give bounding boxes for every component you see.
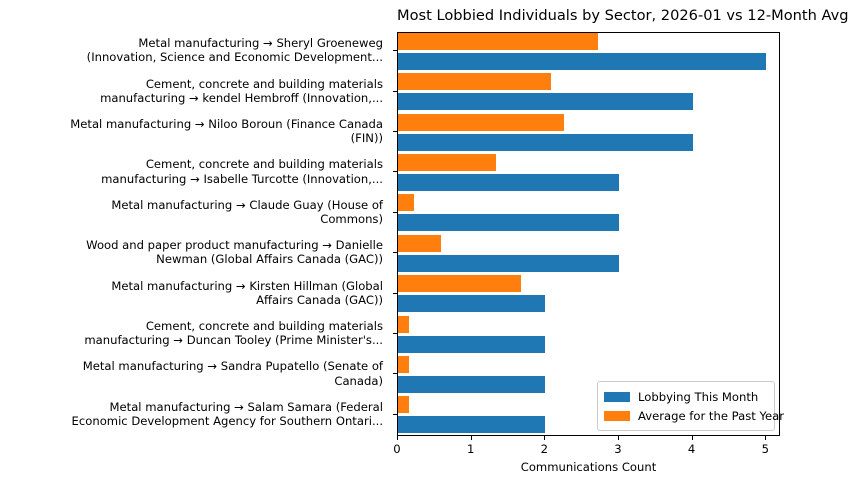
- bar-past-year-average: [398, 113, 564, 131]
- x-tick-mark: [765, 436, 767, 440]
- y-tick-label-line: Metal manufacturing → Claude Guay (House…: [111, 197, 383, 212]
- y-tick-label-line: Commons): [320, 211, 383, 226]
- legend-label: Average for the Past Year: [638, 408, 785, 423]
- bars-layer: [398, 32, 779, 435]
- bar-lobbying-this-month: [398, 52, 767, 70]
- bar-past-year-average: [398, 32, 599, 50]
- y-tick-label: Cement, concrete and building materials m…: [0, 76, 383, 104]
- x-tick-mark: [691, 436, 693, 440]
- bar-past-year-average: [398, 275, 521, 293]
- bar-lobbying-this-month: [398, 335, 546, 353]
- y-tick-label-line: Metal manufacturing → Sheryl Groeneweg: [138, 35, 383, 50]
- bar-lobbying-this-month: [398, 416, 546, 434]
- y-tick-mark: [393, 211, 397, 213]
- bar-lobbying-this-month: [398, 375, 546, 393]
- x-tick-label: 4: [687, 442, 696, 456]
- y-tick-label-line: Newman (Global Affairs Canada (GAC)): [156, 252, 383, 267]
- y-tick-label-line: Metal manufacturing → Sandra Pupatello (…: [82, 359, 383, 374]
- legend-label: Lobbying This Month: [638, 389, 759, 404]
- chart-title: Most Lobbied Individuals by Sector, 2026…: [397, 7, 849, 24]
- y-tick-label-line: Cement, concrete and building materials: [145, 157, 383, 172]
- bar-past-year-average: [398, 315, 410, 333]
- y-tick-label-line: Metal manufacturing → Kirsten Hillman (G…: [111, 278, 383, 293]
- legend-color-swatch: [604, 391, 630, 402]
- bar-past-year-average: [398, 234, 441, 252]
- y-tick-label: Metal manufacturing → Sandra Pupatello (…: [0, 359, 383, 387]
- bar-past-year-average: [398, 194, 415, 212]
- y-tick-label: Metal manufacturing → Sheryl Groeneweg (I…: [0, 36, 383, 64]
- legend-entry: Average for the Past Year: [604, 406, 784, 425]
- chart-legend: Lobbying This Month Average for the Past …: [597, 381, 784, 431]
- y-tick-label: Metal manufacturing → Salam Samara (Fede…: [0, 400, 383, 428]
- y-tick-mark: [393, 50, 397, 52]
- x-tick-label: 3: [614, 442, 622, 456]
- y-axis-label-group: Metal manufacturing → Sheryl Groeneweg (I…: [0, 32, 397, 436]
- y-tick-mark: [393, 373, 397, 375]
- y-tick-label-line: Economic Development Agency for Southern…: [71, 413, 383, 428]
- y-tick-mark: [393, 292, 397, 294]
- bar-past-year-average: [398, 153, 496, 171]
- bar-lobbying-this-month: [398, 295, 546, 313]
- x-tick-mark: [544, 436, 546, 440]
- y-tick-label-line: Metal manufacturing → Niloo Boroun (Fina…: [70, 116, 383, 131]
- y-tick-label-line: manufacturing → kendel Hembroff (Innovat…: [100, 90, 383, 105]
- x-tick-mark: [470, 436, 472, 440]
- y-tick-mark: [393, 413, 397, 415]
- y-tick-label: Metal manufacturing → Kirsten Hillman (G…: [0, 278, 383, 306]
- y-tick-mark: [393, 90, 397, 92]
- y-tick-label-line: manufacturing → Duncan Tooley (Prime Min…: [84, 333, 383, 347]
- y-tick-label-line: Wood and paper product manufacturing → D…: [86, 237, 383, 252]
- bar-past-year-average: [398, 396, 410, 414]
- x-tick-label: 1: [466, 442, 475, 456]
- y-tick-label: Cement, concrete and building materials m…: [0, 319, 383, 347]
- y-tick-mark: [393, 131, 397, 133]
- legend-entry: Lobbying This Month: [604, 387, 768, 406]
- y-tick-label-line: (Innovation, Science and Economic Develo…: [86, 50, 383, 65]
- legend-color-swatch: [604, 410, 630, 421]
- plot-area: [397, 32, 780, 436]
- bar-past-year-average: [398, 73, 552, 91]
- y-tick-label: Metal manufacturing → Claude Guay (House…: [0, 198, 383, 226]
- y-tick-label-line: Canada): [334, 373, 383, 388]
- x-tick-mark: [617, 436, 620, 440]
- x-axis-title: Communications Count: [520, 460, 657, 474]
- x-tick-label: 5: [761, 442, 769, 456]
- y-tick-label: Cement, concrete and building materials m…: [0, 157, 383, 185]
- bar-lobbying-this-month: [398, 214, 619, 232]
- bar-past-year-average: [398, 355, 410, 373]
- x-axis: Communications Count 0 1 2 3 4 5: [393, 436, 780, 491]
- y-tick-mark: [393, 252, 397, 254]
- y-tick-label-line: Cement, concrete and building materials: [145, 318, 383, 333]
- y-tick-mark: [393, 171, 397, 173]
- x-tick-mark: [397, 436, 399, 440]
- y-tick-label: Wood and paper product manufacturing → D…: [0, 238, 383, 266]
- y-tick-mark: [393, 333, 397, 335]
- bar-lobbying-this-month: [398, 254, 619, 272]
- x-tick-label: 0: [393, 442, 401, 456]
- bar-lobbying-this-month: [398, 133, 693, 151]
- y-tick-label: Metal manufacturing → Niloo Boroun (Fina…: [0, 117, 383, 145]
- y-tick-label-line: manufacturing → Isabelle Turcotte (Innov…: [101, 171, 383, 186]
- y-tick-label-line: Affairs Canada (GAC)): [256, 292, 383, 307]
- y-tick-label-line: (FIN)): [350, 131, 383, 145]
- bar-lobbying-this-month: [398, 173, 619, 191]
- bar-lobbying-this-month: [398, 93, 693, 111]
- y-tick-label-line: Cement, concrete and building materials: [145, 76, 383, 91]
- y-tick-label-line: Metal manufacturing → Salam Samara (Fede…: [109, 399, 383, 414]
- x-tick-label: 2: [540, 442, 548, 456]
